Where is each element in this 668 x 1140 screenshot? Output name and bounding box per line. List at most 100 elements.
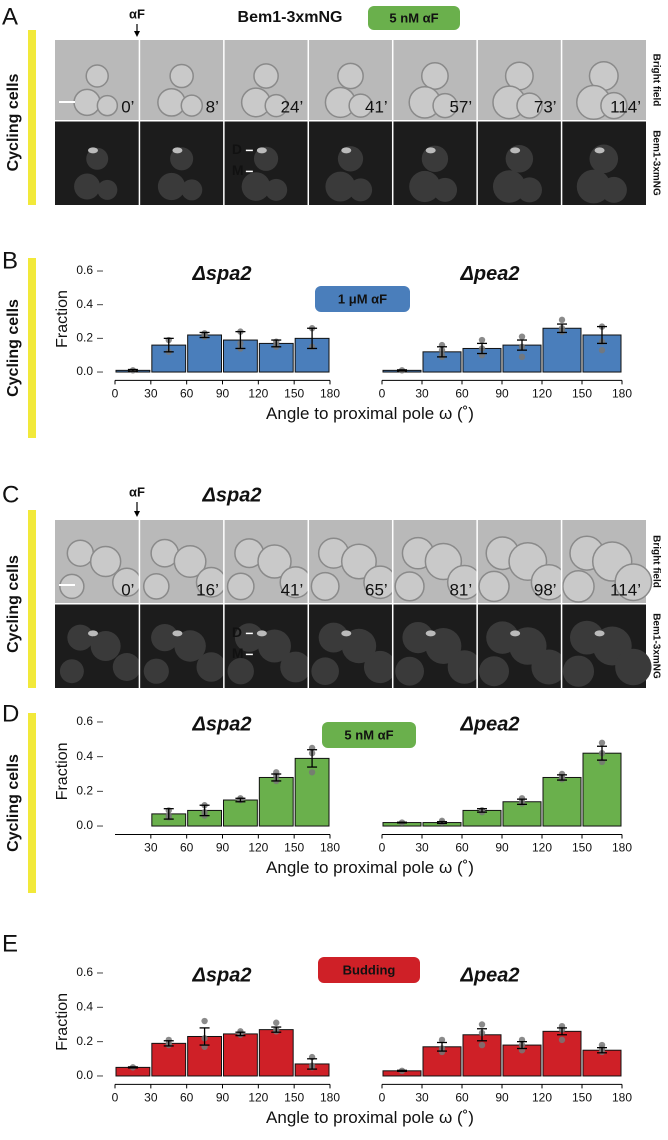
cell-glow — [280, 651, 312, 683]
cell-glow — [615, 648, 652, 686]
x-tick-label: 30 — [415, 387, 429, 401]
cell — [432, 92, 458, 119]
error-bar — [127, 368, 138, 372]
cell-glow — [196, 652, 226, 682]
row-label: Bright field — [650, 535, 661, 588]
cell — [85, 64, 109, 88]
error-bar — [199, 804, 210, 817]
x-tick-label: 90 — [495, 1091, 509, 1105]
cell — [66, 539, 95, 567]
error-bar — [163, 337, 174, 353]
replicate-point — [438, 817, 446, 825]
cell-glow — [74, 173, 101, 200]
badge — [322, 722, 416, 748]
y-tick-label: 0.4 — [76, 297, 93, 311]
time-label: 41’ — [281, 580, 304, 599]
bar — [223, 799, 258, 827]
cell-glow — [600, 176, 627, 203]
bar — [187, 334, 223, 373]
error-bar — [477, 808, 487, 813]
error-bar — [235, 797, 246, 803]
error-bar — [437, 1041, 447, 1052]
error-bar — [397, 369, 407, 372]
error-bar — [557, 774, 567, 781]
x-tick-label: 60 — [455, 387, 469, 401]
error-bar — [517, 1040, 527, 1050]
side-label: Cycling cells — [5, 754, 22, 852]
cell-glow — [531, 649, 567, 685]
x-tick-label: 30 — [144, 841, 158, 855]
cell-glow — [90, 631, 121, 661]
cell-glow — [516, 177, 542, 203]
chart-title: Δspa2 — [191, 965, 251, 987]
polar-cap — [425, 147, 436, 154]
replicate-point — [558, 316, 566, 324]
cell-glow — [425, 628, 462, 664]
cell — [340, 543, 377, 580]
badge — [318, 957, 420, 983]
polar-cap — [87, 630, 98, 637]
error-bar — [597, 325, 607, 345]
panel-title: Δspa2 — [201, 484, 261, 506]
polar-cap — [172, 630, 183, 637]
x-tick-label: 120 — [248, 1091, 268, 1105]
time-label: 73’ — [534, 97, 557, 116]
polar-cap — [256, 630, 267, 637]
error-bar — [307, 749, 318, 768]
cell-glow — [67, 624, 94, 651]
x-tick-label: 60 — [180, 1091, 194, 1105]
error-bar — [307, 327, 318, 350]
x-tick-label: 150 — [284, 841, 304, 855]
frame — [223, 520, 312, 688]
error-bar — [557, 1027, 567, 1036]
cell — [600, 91, 628, 120]
error-bar — [517, 339, 527, 351]
error-bar — [477, 1028, 487, 1042]
replicate-point — [478, 336, 486, 344]
y-tick-label: 0.6 — [76, 263, 93, 277]
cell-glow — [157, 172, 186, 201]
frame — [308, 520, 397, 688]
error-bar — [517, 798, 527, 806]
error-bar — [127, 1066, 138, 1069]
cell — [180, 94, 204, 117]
cell-glow — [258, 629, 292, 663]
cell-glow — [433, 177, 458, 202]
cell-glow — [395, 656, 424, 686]
x-tick-label: 0 — [112, 387, 119, 401]
x-tick-label: 150 — [284, 1091, 304, 1105]
panel-letter: D — [2, 700, 19, 727]
time-label: 57’ — [449, 97, 472, 116]
bar — [582, 752, 622, 827]
x-tick-label: 0 — [112, 1091, 119, 1105]
x-tick-label: 60 — [180, 841, 194, 855]
polar-cap — [510, 147, 521, 154]
x-tick-label: 120 — [532, 387, 552, 401]
x-tick-label: 180 — [612, 1091, 632, 1105]
y-tick-label: 0.2 — [76, 1034, 93, 1048]
panel-letter: C — [2, 481, 19, 508]
error-bar — [397, 821, 407, 824]
x-tick-label: 180 — [320, 387, 340, 401]
error-bar — [437, 821, 447, 825]
y-axis-label: Fraction — [54, 743, 71, 801]
error-bar — [437, 346, 447, 358]
cell — [337, 62, 364, 90]
replicate-point — [273, 1019, 280, 1026]
replicate-point — [308, 769, 316, 776]
replicate-point — [518, 333, 526, 340]
cell-glow — [562, 655, 595, 687]
side-label: Cycling cells — [5, 73, 22, 171]
side-bar — [28, 258, 36, 438]
x-tick-label: 0 — [379, 387, 386, 401]
cell — [89, 545, 122, 578]
polar-cap — [425, 630, 436, 637]
frame — [55, 520, 142, 688]
side-bar — [28, 510, 36, 688]
error-bar — [307, 1058, 318, 1070]
error-bar — [163, 1040, 174, 1047]
x-tick-label: 60 — [180, 387, 194, 401]
bar — [223, 1033, 258, 1077]
cell-glow — [492, 170, 526, 203]
